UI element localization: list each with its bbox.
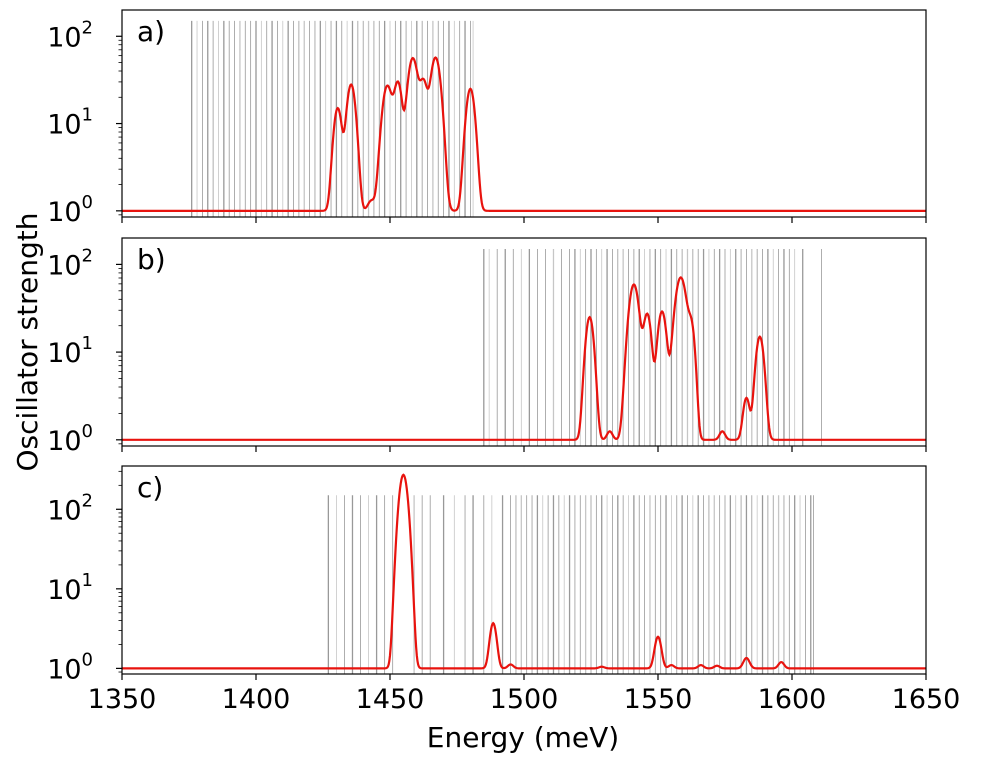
y-tick-label: 102 xyxy=(47,245,93,281)
y-axis-title: Oscillator strength xyxy=(11,213,44,472)
spectrum-curve xyxy=(122,56,926,212)
x-tick-label: 1550 xyxy=(624,684,693,715)
y-tick-exponent: 0 xyxy=(82,192,93,213)
y-tick-label: 100 xyxy=(47,649,93,685)
x-tick-label: 1650 xyxy=(892,684,961,715)
y-tick-exponent: 2 xyxy=(82,245,93,266)
y-tick-exponent: 1 xyxy=(82,570,93,591)
y-tick-label: 100 xyxy=(47,192,93,228)
y-tick-label: 102 xyxy=(47,17,93,53)
y-tick-exponent: 1 xyxy=(82,105,93,126)
y-tick-label: 101 xyxy=(47,333,93,369)
stick-spectrum xyxy=(327,495,814,674)
y-tick-label: 100 xyxy=(47,421,93,457)
y-tick-exponent: 2 xyxy=(82,17,93,38)
panel-frame xyxy=(121,237,927,447)
stick-spectrum xyxy=(191,20,474,217)
panel-label: b) xyxy=(137,243,166,276)
y-tick-exponent: 1 xyxy=(82,333,93,354)
y-tick-exponent: 0 xyxy=(82,421,93,442)
x-tick-label: 1500 xyxy=(490,684,559,715)
y-tick-exponent: 0 xyxy=(82,649,93,670)
spectrum-curve xyxy=(122,473,926,670)
x-tick-label: 1350 xyxy=(88,684,157,715)
y-tick-label: 102 xyxy=(47,490,93,526)
y-tick-label: 101 xyxy=(47,570,93,606)
y-tick-label: 101 xyxy=(47,105,93,141)
x-tick-label: 1450 xyxy=(356,684,425,715)
panel-frame xyxy=(121,9,927,218)
panel-label: a) xyxy=(137,15,165,48)
x-axis-title: Energy (meV) xyxy=(427,721,619,754)
panel-label: c) xyxy=(137,471,163,504)
x-tick-label: 1600 xyxy=(758,684,827,715)
spectrum-curve xyxy=(122,276,926,441)
x-tick-label: 1400 xyxy=(222,684,291,715)
x-axis: 1350 1400 1450 1500 1550 1600 1650 xyxy=(88,684,961,715)
y-tick-exponent: 2 xyxy=(82,490,93,511)
